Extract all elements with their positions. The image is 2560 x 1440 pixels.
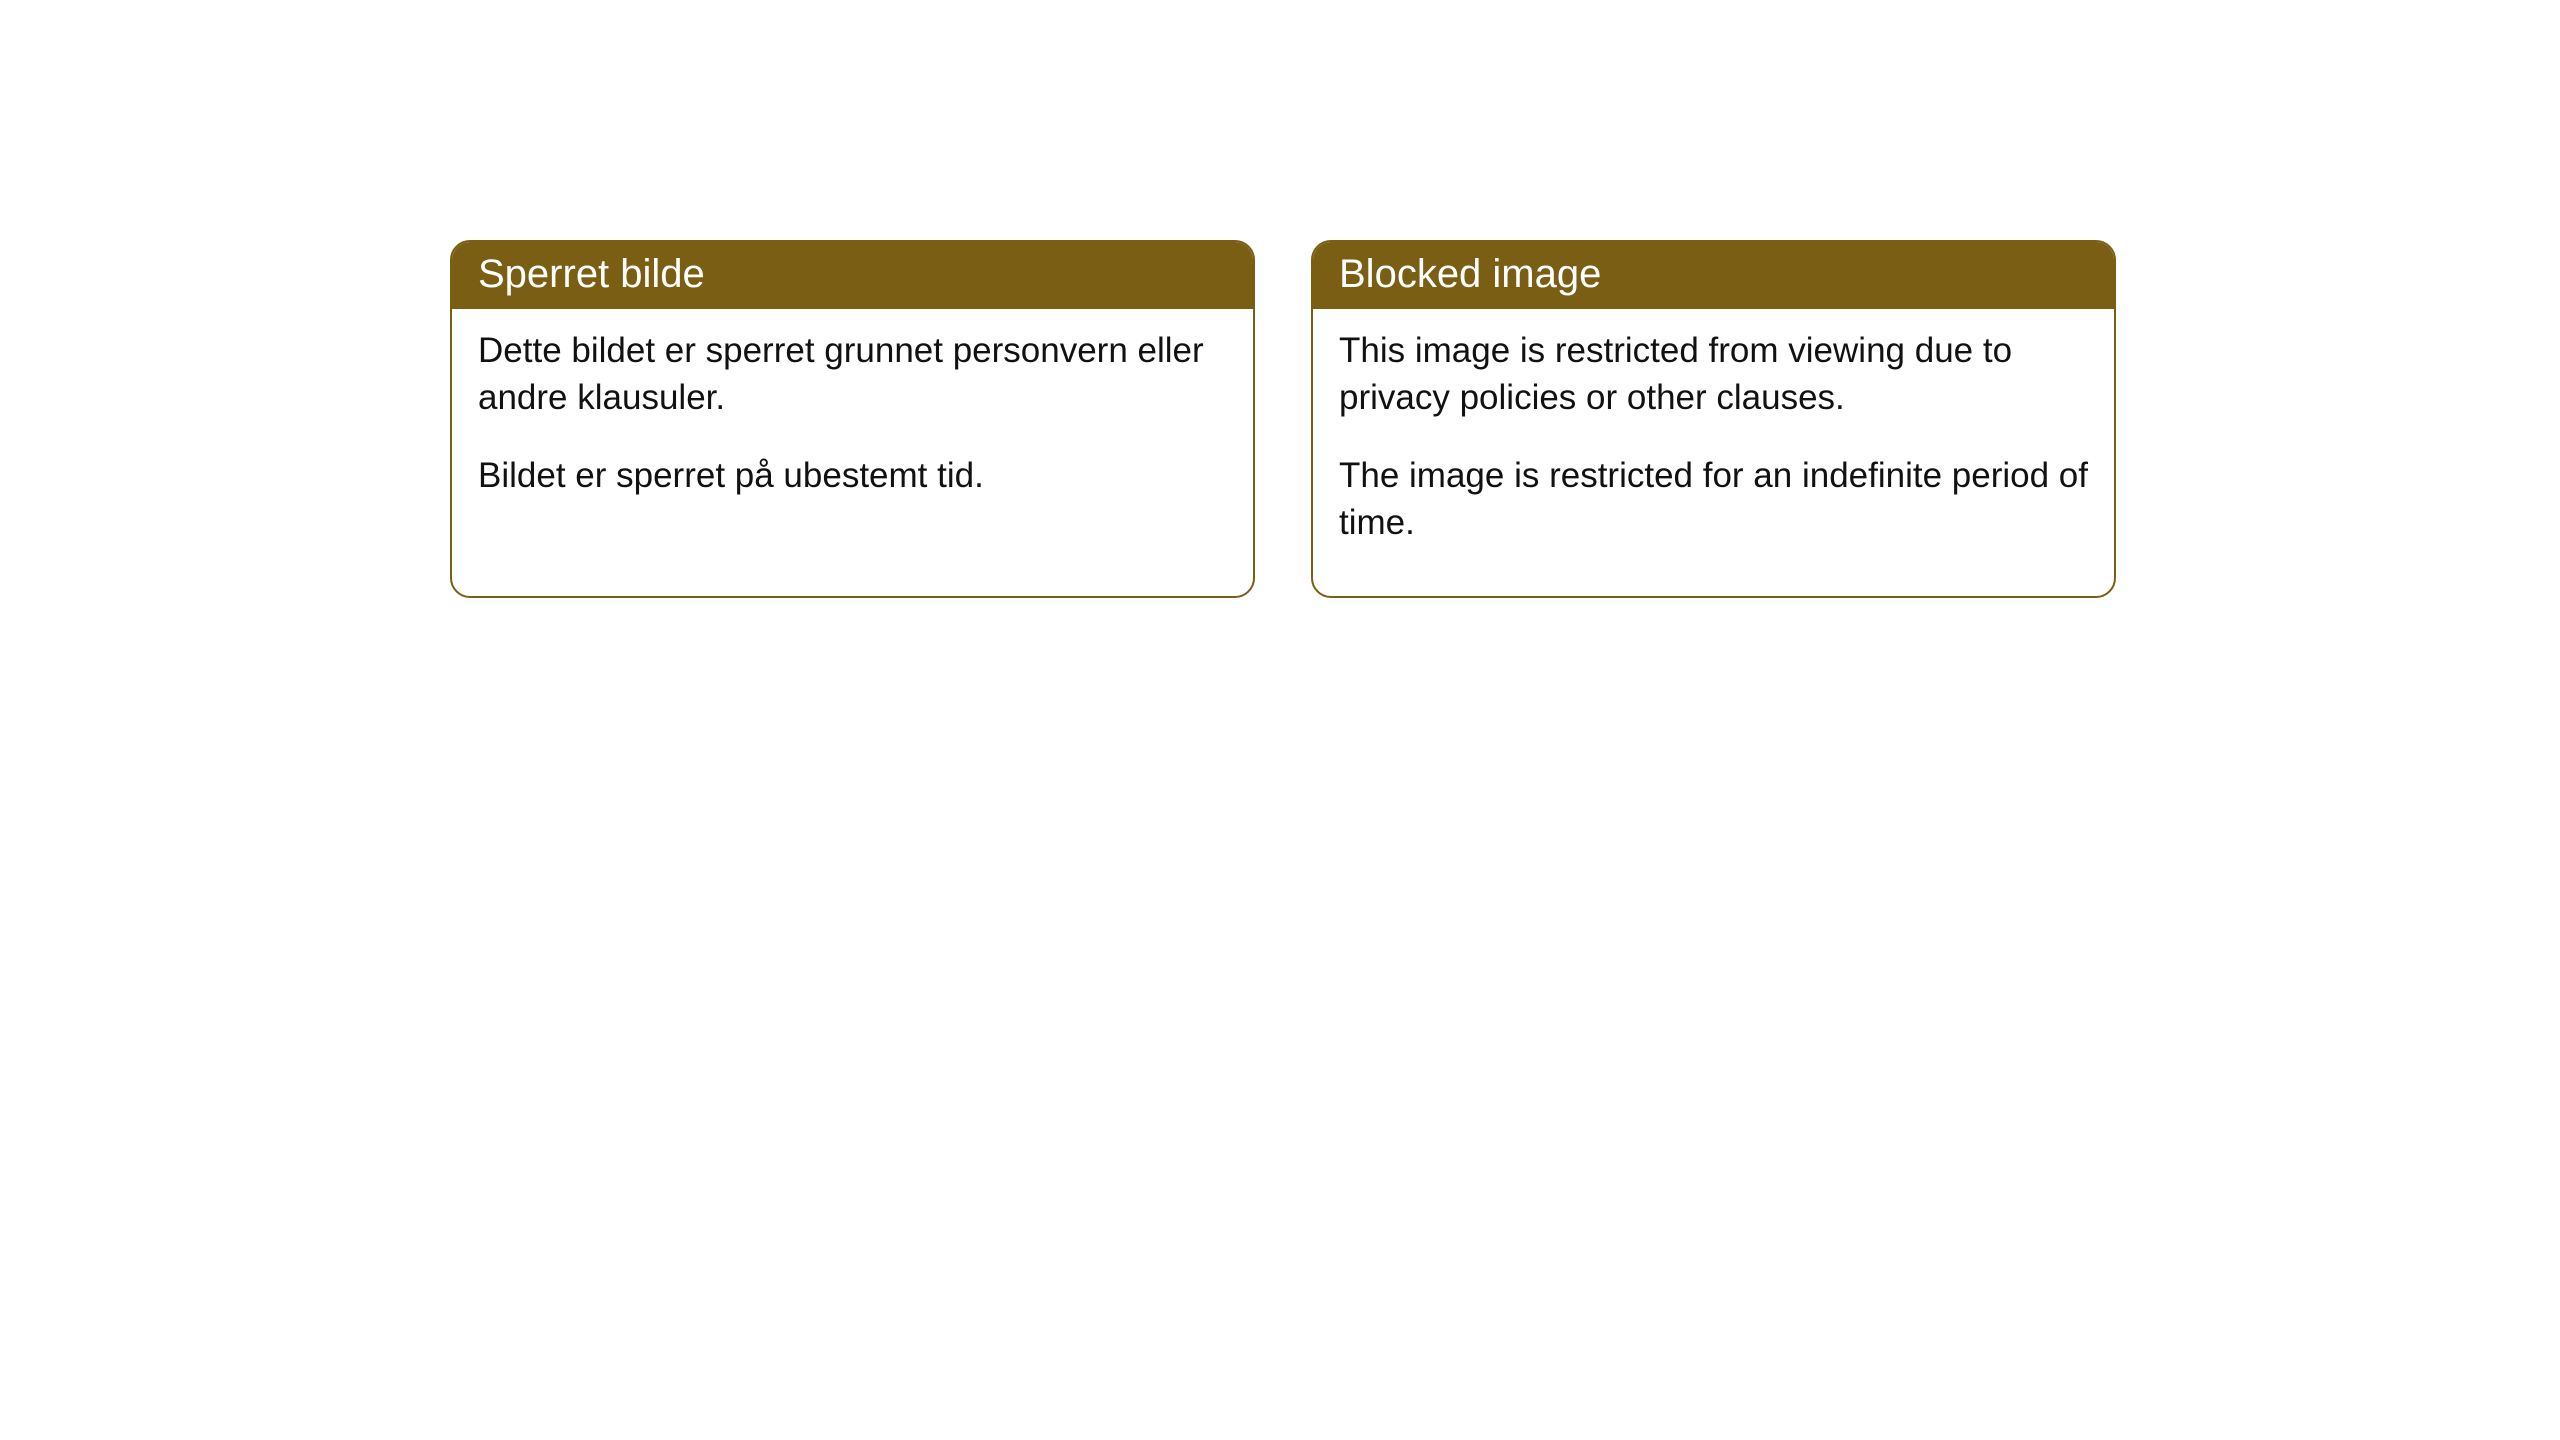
card-title: Blocked image: [1339, 252, 1601, 296]
notice-text: The image is restricted for an indefinit…: [1339, 452, 2088, 547]
card-body: This image is restricted from viewing du…: [1313, 309, 2114, 596]
notice-text: This image is restricted from viewing du…: [1339, 327, 2088, 422]
card-title: Sperret bilde: [478, 252, 705, 296]
notice-text: Dette bildet er sperret grunnet personve…: [478, 327, 1227, 422]
blocked-image-card-norwegian: Sperret bilde Dette bildet er sperret gr…: [450, 240, 1255, 598]
card-header: Sperret bilde: [452, 242, 1253, 309]
notice-cards-container: Sperret bilde Dette bildet er sperret gr…: [450, 240, 2116, 598]
card-header: Blocked image: [1313, 242, 2114, 309]
blocked-image-card-english: Blocked image This image is restricted f…: [1311, 240, 2116, 598]
card-body: Dette bildet er sperret grunnet personve…: [452, 309, 1253, 549]
notice-text: Bildet er sperret på ubestemt tid.: [478, 452, 1227, 499]
